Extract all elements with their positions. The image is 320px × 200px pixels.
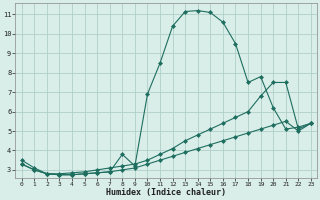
X-axis label: Humidex (Indice chaleur): Humidex (Indice chaleur)	[106, 188, 226, 197]
